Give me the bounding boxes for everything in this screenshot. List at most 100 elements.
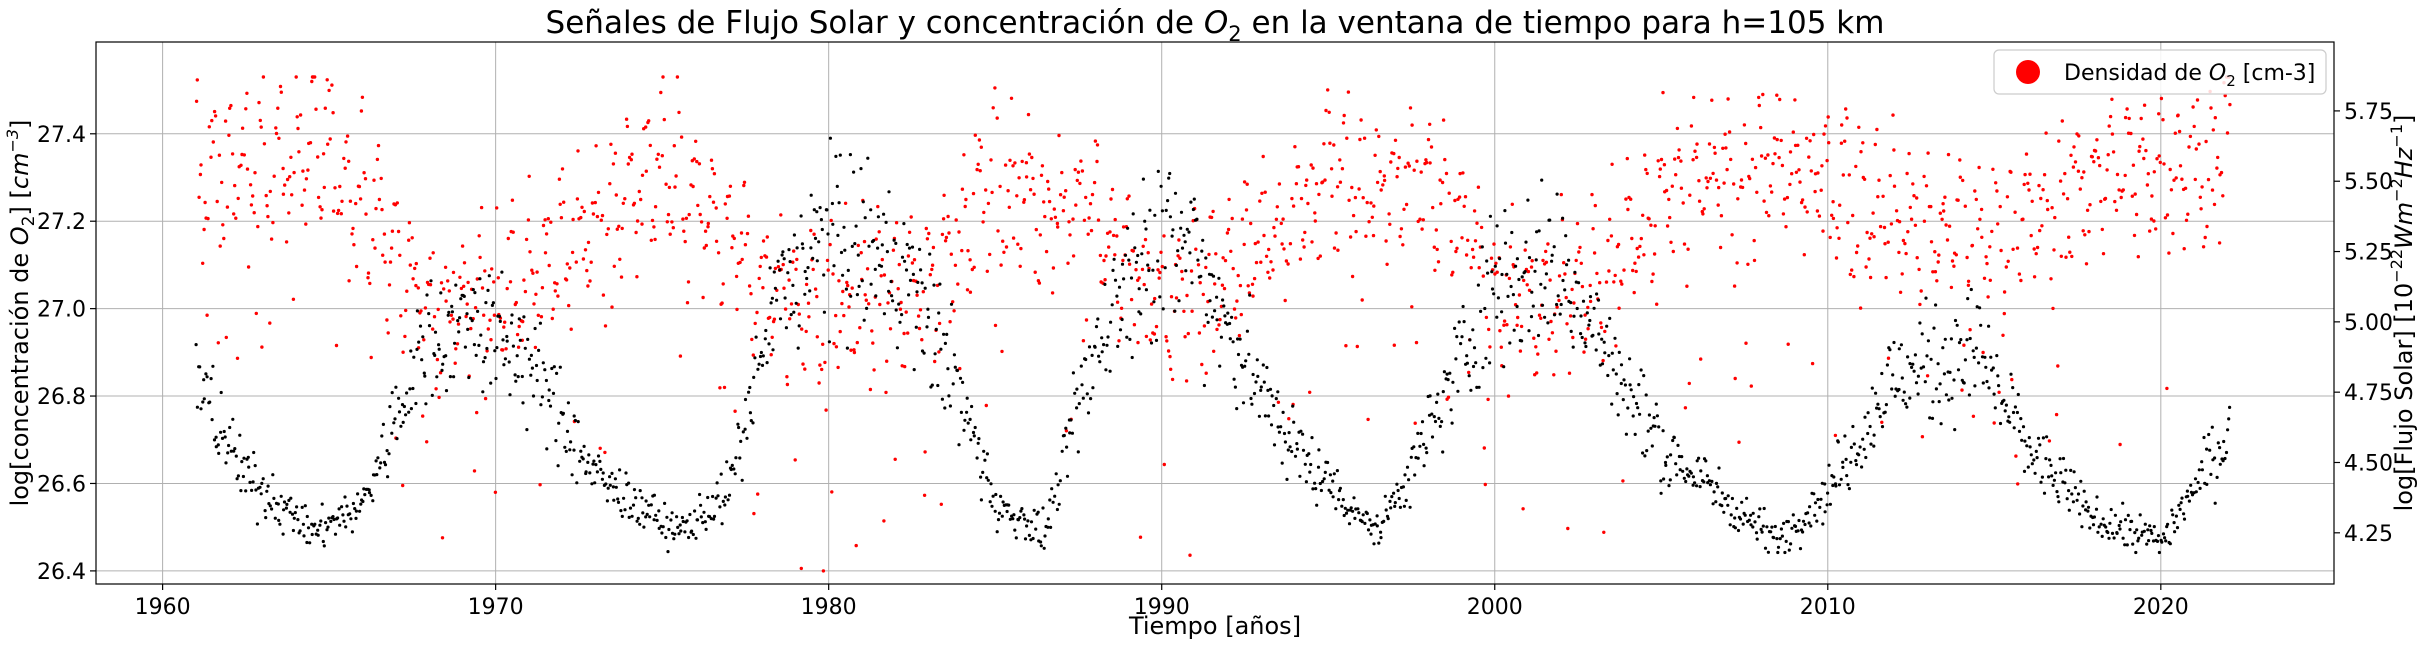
solar-flux-point [2084,500,2088,504]
o2-density-point [672,144,676,148]
o2-density-point [2056,364,2060,368]
solar-flux-point [2065,497,2069,501]
o2-density-point [984,403,988,408]
o2-density-point [1770,190,1774,194]
solar-flux-point [788,260,792,264]
o2-density-point [462,284,466,288]
o2-density-point [1140,267,1145,272]
solar-flux-point [1213,309,1217,313]
solar-flux-point [1272,443,1277,447]
o2-density-point [216,341,220,345]
solar-flux-point [409,407,413,411]
o2-density-point [278,84,283,89]
solar-flux-point [2221,459,2225,463]
o2-density-point [1598,281,1602,285]
solar-flux-point [887,190,891,194]
solar-flux-point [1167,176,1171,180]
solar-flux-point [2149,528,2153,533]
o2-density-point [1049,217,1054,221]
solar-flux-point [787,248,791,252]
solar-flux-point [2118,527,2122,531]
o2-density-point [818,363,822,367]
solar-flux-point [1331,495,1335,499]
o2-density-point [1757,95,1761,100]
o2-density-point [210,118,214,123]
solar-flux-point [680,515,685,520]
o2-density-point [1160,264,1165,269]
solar-flux-point [1941,346,1945,350]
solar-flux-point [453,341,457,345]
o2-density-point [954,218,958,222]
solar-flux-point [2142,529,2146,533]
solar-flux-point [900,255,905,259]
o2-density-point [1958,158,1962,162]
solar-flux-point [1832,475,1836,479]
o2-density-point [1718,245,1723,250]
o2-density-point [1965,255,1969,260]
solar-flux-point [1823,482,1827,486]
solar-flux-point [338,523,342,527]
solar-flux-point [1235,407,1239,411]
o2-density-point [1388,222,1392,226]
solar-flux-point [1251,372,1255,377]
o2-density-point [722,385,727,390]
o2-density-point [253,171,257,175]
o2-density-point [1577,250,1581,254]
o2-density-point [1802,253,1807,257]
solar-flux-point [952,353,957,357]
solar-flux-point [2200,468,2204,472]
solar-flux-point [258,485,262,489]
o2-density-point [508,280,513,284]
solar-flux-point [1783,550,1787,555]
solar-flux-point [723,503,727,507]
o2-density-point [1479,225,1484,230]
o2-density-point [952,309,956,313]
solar-flux-point [1652,416,1656,420]
o2-density-point [998,184,1002,189]
o2-density-point [1563,272,1567,276]
o2-density-point [2186,212,2190,216]
solar-flux-point [1120,262,1125,266]
o2-density-point [2212,202,2217,207]
o2-density-point [1527,288,1532,292]
o2-density-point [1732,284,1737,288]
o2-density-point [730,246,734,250]
solar-flux-point [719,472,723,476]
o2-density-point [1712,145,1717,150]
o2-density-point [1606,238,1610,243]
solar-flux-point [1419,431,1423,436]
solar-flux-point [943,341,948,345]
o2-density-point [301,169,305,173]
solar-flux-point [1091,386,1095,390]
o2-density-point [694,139,698,143]
o2-density-point [1436,260,1441,264]
o2-density-point [1336,248,1340,252]
o2-density-point [1031,176,1035,181]
solar-flux-point [1071,371,1075,375]
solar-flux-point [2050,474,2054,478]
o2-density-point [1544,249,1548,254]
o2-density-point [1679,186,1684,190]
o2-density-point [858,326,862,330]
solar-flux-point [808,289,812,293]
solar-flux-point [2044,457,2048,461]
solar-flux-point [1934,303,1938,307]
solar-flux-point [1222,304,1226,308]
o2-density-point [684,216,689,220]
solar-flux-point [756,367,760,371]
solar-flux-point [1749,513,1753,517]
o2-density-point [1109,197,1113,201]
o2-density-point [621,201,625,205]
solar-flux-point [1972,355,1976,359]
solar-flux-point [661,525,665,529]
solar-flux-point [1645,449,1649,453]
solar-flux-point [2094,507,2099,511]
o2-density-point [2157,112,2161,116]
solar-flux-point [1192,197,1196,201]
o2-density-point [657,165,662,169]
o2-density-point [1966,279,1971,283]
o2-density-point [1392,343,1397,347]
solar-flux-point [248,480,252,484]
o2-density-point [398,253,402,257]
solar-flux-point [822,273,826,277]
